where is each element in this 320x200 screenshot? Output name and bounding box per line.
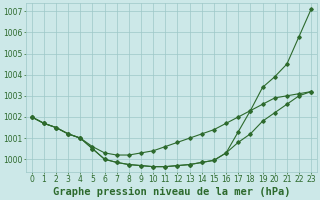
X-axis label: Graphe pression niveau de la mer (hPa): Graphe pression niveau de la mer (hPa) [53, 187, 290, 197]
